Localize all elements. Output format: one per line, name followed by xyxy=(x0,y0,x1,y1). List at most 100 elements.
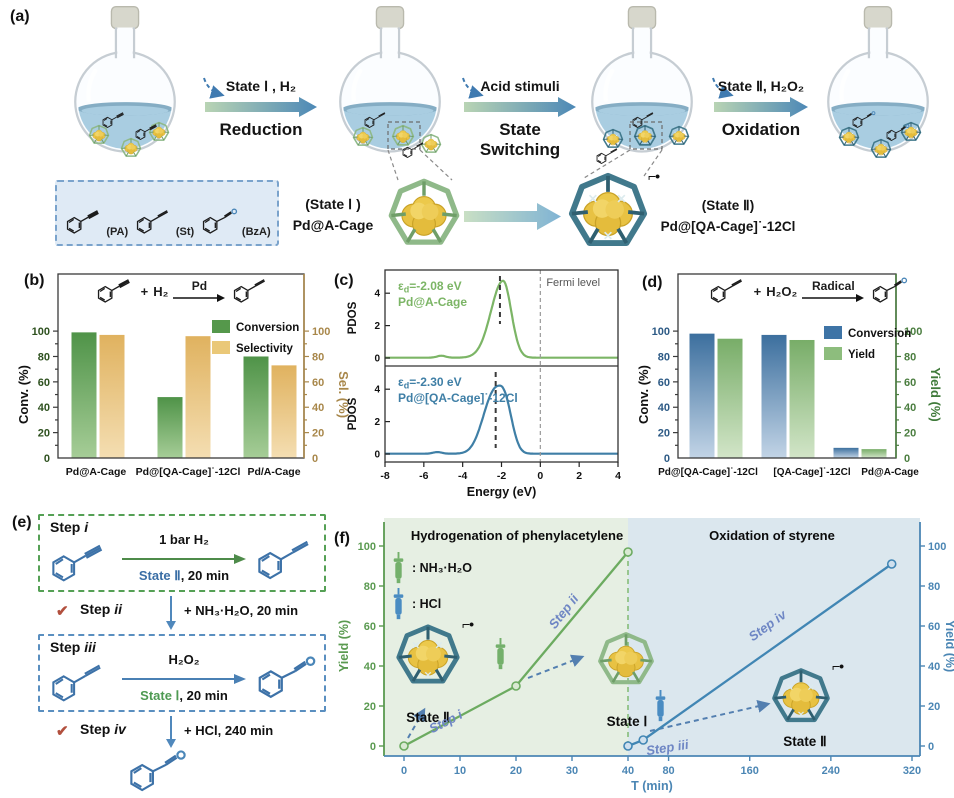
x-tick: 320 xyxy=(903,765,921,777)
y-axis-title-right: Yield (%) xyxy=(928,367,943,421)
data-point xyxy=(623,547,633,557)
legend-swatch xyxy=(212,341,230,354)
x-tick: 160 xyxy=(741,765,759,777)
cage-state2-icon xyxy=(394,622,462,690)
step-i-condition-bottom: State Ⅱ, 20 min xyxy=(112,568,256,584)
y-tick-right: 60 xyxy=(928,621,940,633)
radical-condition-label: Radical xyxy=(811,278,855,293)
y-tick-left: 100 xyxy=(358,541,376,553)
y-tick-left: 40 xyxy=(38,402,50,414)
pdos-y-tick: 0 xyxy=(374,354,380,365)
category-label: Pd@[QA-Cage]˙-12Cl xyxy=(136,466,241,478)
bar-conversion-2 xyxy=(243,356,269,458)
legend-nh3: : NH₃·H₂O xyxy=(392,552,472,584)
step-num: i xyxy=(84,519,89,535)
legend-swatch xyxy=(824,347,842,360)
energy-tick: 4 xyxy=(615,470,621,482)
plus-sign: + xyxy=(753,283,762,299)
step-iii-box: Step iii H₂O₂ State Ⅰ, 20 min xyxy=(38,634,326,712)
styrene-structure xyxy=(252,536,320,586)
x-tick: 30 xyxy=(566,765,578,777)
arrow-icon xyxy=(173,293,226,302)
flask-3-contents xyxy=(597,113,690,164)
y-tick-right: 60 xyxy=(312,377,324,389)
energy-tick: 0 xyxy=(537,470,543,482)
flask-3 xyxy=(591,7,692,153)
state1-paren: (State Ⅰ ) xyxy=(305,196,361,212)
cage-state1-icon xyxy=(596,630,656,690)
x-tick: 20 xyxy=(510,765,522,777)
state1-caption: (State Ⅰ ) Pd@A-Cage xyxy=(282,194,384,236)
panel-c: εd=-2.08 eV Pd@A-Cage 0 2 4 PDOS εd=-2.30 eV Pd… xyxy=(330,262,628,508)
state-label-3: State Ⅱ xyxy=(783,734,827,749)
y-tick-right: 80 xyxy=(312,351,324,363)
legend-label: Selectivity xyxy=(236,343,293,355)
bar-yield-1 xyxy=(789,339,815,458)
pdos-axis-title: PDOS xyxy=(347,397,359,430)
y-tick-left: 20 xyxy=(658,428,670,440)
chart-d: 0 0 20 20 40 40 60 60 80 80 100 100 Pd@[QA-Cage]˙-12… xyxy=(636,273,943,478)
styrene-structure xyxy=(46,660,112,708)
cage-transition-arrow xyxy=(464,203,561,230)
panel-e: (e) Step i 1 bar H₂ State Ⅱ, 20 min ✔ St… xyxy=(8,508,330,798)
substrate-st-label: (St) xyxy=(175,226,195,238)
legend-label: Yield xyxy=(848,349,875,361)
time-text: , 20 min xyxy=(179,688,228,703)
step-i-header: Step i xyxy=(50,519,88,535)
bar-conversion-1 xyxy=(761,334,787,458)
bar-conversion-2 xyxy=(833,447,859,458)
y-tick-left: 60 xyxy=(38,377,50,389)
phenylacetylene-structure xyxy=(46,540,112,588)
y-tick-right: 20 xyxy=(904,428,916,440)
styrene-structure xyxy=(230,276,272,307)
pdos-y-tick: 2 xyxy=(374,321,380,332)
pd-qa-cage-icon xyxy=(572,176,644,243)
d-band-center-label: εd=-2.30 eV xyxy=(398,375,462,391)
y-tick-right: 0 xyxy=(904,453,910,465)
bar-yield-2 xyxy=(861,449,887,458)
x-tick: 0 xyxy=(401,765,407,777)
step-iii-header: Step iii xyxy=(50,639,96,655)
category-label: Pd/A-Cage xyxy=(247,466,300,478)
data-point xyxy=(886,559,897,569)
y-tick-left: 60 xyxy=(658,377,670,389)
benzaldehyde-structure xyxy=(199,207,241,238)
step-iii-condition-top: H₂O₂ xyxy=(168,652,200,667)
reagent-h2: H₂ xyxy=(153,283,169,299)
legend-swatch xyxy=(212,320,230,333)
legend-nh3-label: : NH₃·H₂O xyxy=(412,561,472,575)
y-tick-right: 40 xyxy=(312,402,324,414)
y-tick-right: 40 xyxy=(904,402,916,414)
y-tick-right: 100 xyxy=(928,541,946,553)
phenylacetylene-structure xyxy=(63,207,105,238)
step-iv-header: Step iv xyxy=(80,721,126,737)
reduction-arrow xyxy=(205,97,317,117)
state2-name: Pd@[QA-Cage]˙-12Cl xyxy=(660,218,796,234)
green-arrow-icon xyxy=(122,554,246,564)
radical-mark: ⌐• xyxy=(832,658,844,674)
oxidation-arrow xyxy=(714,97,808,117)
panel-e-label: (e) xyxy=(12,514,32,531)
energy-tick: -8 xyxy=(380,470,389,482)
chart-b: 0 0 20 20 40 40 60 60 80 80 100 100 Pd@A-Cage Pd@[QA-… xyxy=(16,273,351,478)
step-i-box: Step i 1 bar H₂ State Ⅱ, 20 min xyxy=(38,514,326,592)
y-tick-right: 60 xyxy=(904,377,916,389)
legend-hcl: : HCl xyxy=(392,588,441,620)
pdos-y-tick: 4 xyxy=(374,385,380,396)
y-tick-left: 20 xyxy=(38,428,50,440)
pdos-curve-0 xyxy=(385,279,618,359)
catalyst-label: Pd xyxy=(191,278,208,293)
syringe-green-icon xyxy=(494,638,507,670)
annotation-arrow xyxy=(649,699,771,732)
y-tick-left: 80 xyxy=(38,351,50,363)
data-point xyxy=(623,741,633,751)
benzaldehyde-structure xyxy=(869,276,911,307)
y-tick-right: 0 xyxy=(312,453,318,465)
x-tick: 40 xyxy=(622,765,634,777)
legend-hcl-label: : HCl xyxy=(412,597,442,611)
data-point xyxy=(638,735,649,745)
panel-d-label: (d) xyxy=(642,274,663,291)
down-arrow-icon xyxy=(166,596,176,630)
reduction-label: Reduction xyxy=(219,120,303,139)
radical-mark: ⌐• xyxy=(462,616,474,632)
